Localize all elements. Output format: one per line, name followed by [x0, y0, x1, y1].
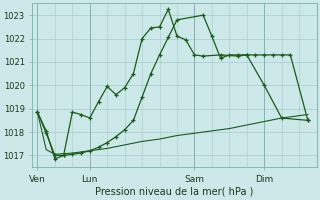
X-axis label: Pression niveau de la mer( hPa ): Pression niveau de la mer( hPa ) [95, 187, 253, 197]
